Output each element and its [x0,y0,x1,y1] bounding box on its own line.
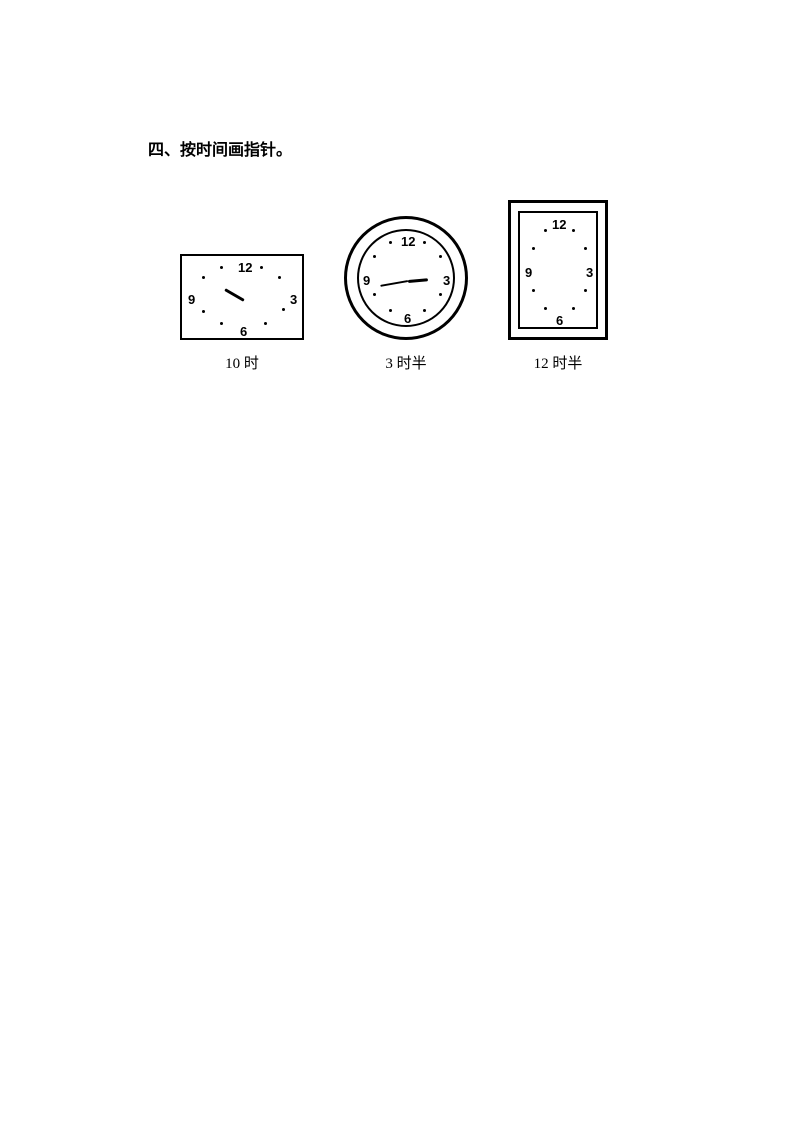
clock-numeral-6: 6 [556,313,563,328]
clock-numeral-3: 3 [586,265,593,280]
clock-3-outer: 3 6 9 12 [508,200,608,340]
question-title: 四、按时间画指针。 [148,136,292,160]
clock-tick [532,289,535,292]
clock-numeral-9: 9 [363,273,370,288]
clock-tick [532,247,535,250]
clock-face-1: 3 6 9 12 [180,254,304,340]
clock-tick [544,229,547,232]
clock-minute-hand [380,280,408,287]
clock-tick [220,322,223,325]
clock-tick [572,229,575,232]
clock-tick [544,307,547,310]
clock-tick [202,310,205,313]
clock-tick [202,276,205,279]
clocks-row: 3 6 9 12 10 时 3 6 9 12 3 时半 3 6 9 12 12 时半 [180,200,608,373]
clock-hour-hand [408,278,428,283]
clock-3-inner: 3 6 9 12 [518,211,598,329]
clock-numeral-3: 3 [290,292,297,307]
clock-label-1: 10 时 [225,352,259,373]
clock-tick [264,322,267,325]
clock-numeral-9: 9 [188,292,195,307]
clock-numeral-12: 12 [238,260,252,275]
clock-2-inner: 3 6 9 12 [357,229,455,327]
clock-numeral-6: 6 [404,311,411,326]
clock-tick [423,309,426,312]
clock-label-3: 12 时半 [534,352,583,373]
clock-tick [584,247,587,250]
clock-tick [439,293,442,296]
clock-2-outer: 3 6 9 12 [344,216,468,340]
clock-tick [260,266,263,269]
clock-numeral-6: 6 [240,324,247,339]
clock-item-2: 3 6 9 12 3 时半 [344,216,468,373]
clock-numeral-12: 12 [552,217,566,232]
clock-item-1: 3 6 9 12 10 时 [180,254,304,373]
clock-tick [282,308,285,311]
clock-tick [584,289,587,292]
clock-tick [220,266,223,269]
clock-tick [572,307,575,310]
clock-1-outer: 3 6 9 12 [180,254,304,340]
clock-tick [389,309,392,312]
clock-numeral-3: 3 [443,273,450,288]
clock-hour-hand [224,288,245,302]
clock-tick [373,255,376,258]
clock-tick [439,255,442,258]
clock-tick [278,276,281,279]
clock-numeral-12: 12 [401,234,415,249]
clock-label-2: 3 时半 [385,352,426,373]
clock-tick [373,293,376,296]
clock-tick [389,241,392,244]
clock-face-2: 3 6 9 12 [344,216,468,340]
clock-numeral-9: 9 [525,265,532,280]
clock-tick [423,241,426,244]
clock-face-3: 3 6 9 12 [508,200,608,340]
clock-item-3: 3 6 9 12 12 时半 [508,200,608,373]
